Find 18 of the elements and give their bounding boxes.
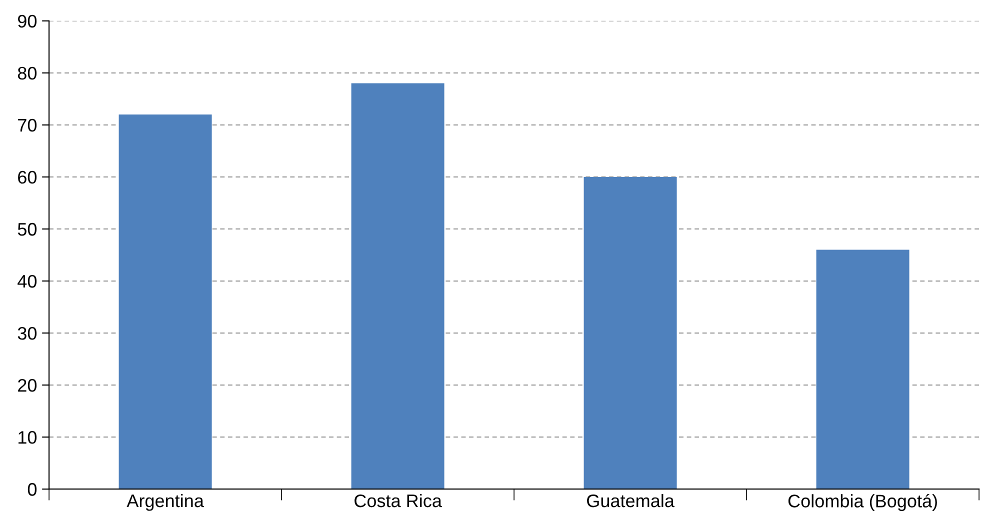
x-tick-label: Argentina (126, 494, 204, 511)
y-tick-label: 80 (18, 66, 37, 80)
y-tick-label: 70 (18, 118, 37, 132)
y-tick-label: 20 (18, 378, 37, 392)
x-tick-label: Guatemala (587, 494, 674, 508)
bar (351, 83, 444, 490)
bar (816, 250, 910, 490)
y-tick-label: 40 (18, 274, 37, 288)
y-tick-label: 50 (18, 222, 37, 236)
y-tick-label: 30 (18, 326, 37, 340)
x-tick-label: Costa Rica (354, 494, 442, 508)
y-tick-label: 90 (18, 14, 37, 28)
bar (118, 114, 212, 490)
y-tick-label: 60 (18, 170, 37, 184)
y-tick-label: 0 (28, 483, 37, 496)
bar (584, 176, 677, 490)
x-tick-label: Colombia (Bogotá) (788, 494, 937, 512)
y-tick-label: 10 (18, 431, 37, 444)
